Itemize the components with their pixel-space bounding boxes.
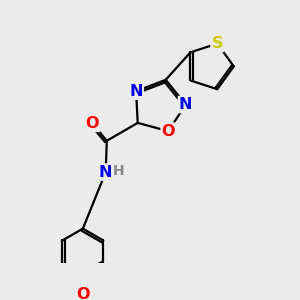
- Text: N: N: [179, 97, 192, 112]
- Text: H: H: [113, 164, 124, 178]
- Text: S: S: [212, 36, 223, 51]
- Text: O: O: [85, 116, 99, 131]
- Text: O: O: [76, 287, 90, 300]
- Text: N: N: [99, 165, 112, 180]
- Text: O: O: [162, 124, 175, 139]
- Text: N: N: [129, 84, 143, 99]
